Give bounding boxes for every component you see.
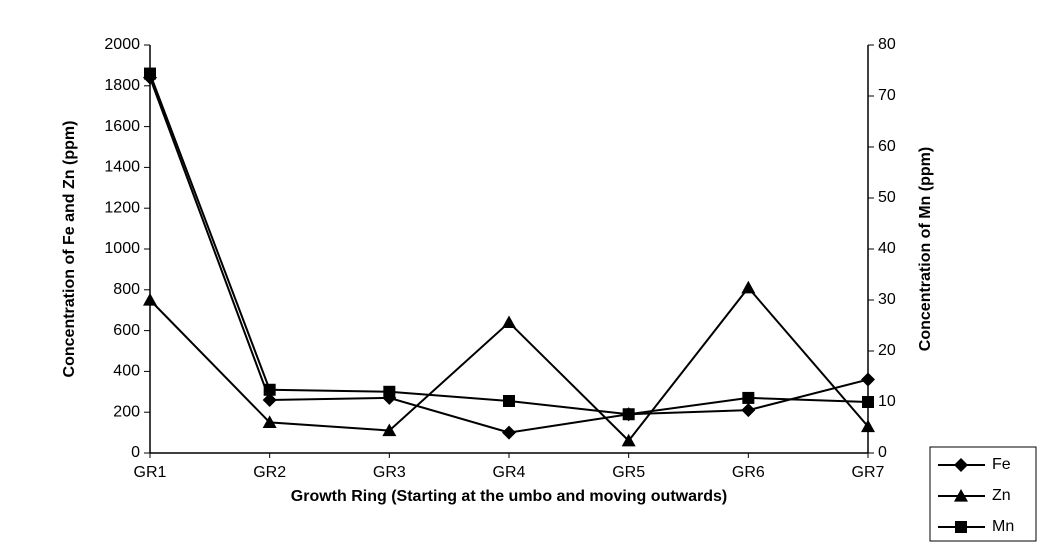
legend-marker <box>954 458 968 472</box>
data-point <box>262 392 277 407</box>
data-point <box>262 415 277 428</box>
y-tick-label: 0 <box>131 444 140 461</box>
y2-axis-label: Concentration of Mn (ppm) <box>917 147 934 351</box>
x-tick-label: GR4 <box>493 464 526 481</box>
data-point <box>143 293 157 306</box>
data-point <box>861 419 875 433</box>
y2-tick-label: 60 <box>878 138 896 155</box>
y-tick-label: 1800 <box>104 77 140 94</box>
y2-tick-label: 40 <box>878 240 896 257</box>
legend-label: Mn <box>992 518 1014 535</box>
series-line <box>149 77 869 434</box>
y-axis-label: Concentration of Fe and Zn (ppm) <box>61 121 78 378</box>
x-tick-label: GR2 <box>253 464 286 481</box>
data-point <box>741 280 756 294</box>
x-tick-label: GR6 <box>732 464 765 481</box>
y-tick-label: 800 <box>113 281 140 298</box>
legend-box <box>929 446 1037 542</box>
legend-marker <box>954 489 968 502</box>
y-tick-label: 1400 <box>104 159 140 176</box>
legend-label: Fe <box>992 456 1011 473</box>
y-tick-label: 1600 <box>104 118 140 135</box>
series-line <box>149 73 869 416</box>
x-axis-label: Growth Ring (Starting at the umbo and mo… <box>291 488 727 505</box>
data-point <box>621 433 636 447</box>
y-tick-label: 1000 <box>104 240 140 257</box>
data-point <box>144 67 156 80</box>
y2-tick-label: 70 <box>878 87 896 104</box>
legend-label: Zn <box>992 487 1011 504</box>
y2-tick-label: 0 <box>878 444 887 461</box>
y2-tick-label: 50 <box>878 189 896 206</box>
data-point <box>383 385 396 398</box>
data-point <box>382 423 397 437</box>
data-point <box>742 391 755 404</box>
x-tick-label: GR7 <box>852 464 885 481</box>
data-point <box>622 408 635 421</box>
x-tick-label: GR1 <box>134 464 167 481</box>
y-tick-label: 200 <box>113 403 140 420</box>
y2-tick-label: 10 <box>878 393 896 410</box>
y-tick-label: 400 <box>113 363 140 380</box>
x-tick-label: GR3 <box>373 464 406 481</box>
series-line <box>149 286 869 443</box>
data-point <box>861 372 875 387</box>
y-tick-label: 600 <box>113 322 140 339</box>
data-point <box>862 396 874 408</box>
y2-tick-label: 20 <box>878 342 896 359</box>
data-point <box>503 394 515 407</box>
data-point <box>263 383 276 396</box>
data-point <box>502 425 516 440</box>
y2-tick-label: 80 <box>878 36 896 53</box>
x-tick-label: GR5 <box>612 464 645 481</box>
legend-marker <box>955 521 967 533</box>
data-point <box>502 315 516 329</box>
y-tick-label: 1200 <box>104 199 140 216</box>
y2-tick-label: 30 <box>878 291 896 308</box>
data-point <box>741 403 756 418</box>
y-tick-label: 2000 <box>104 36 140 53</box>
